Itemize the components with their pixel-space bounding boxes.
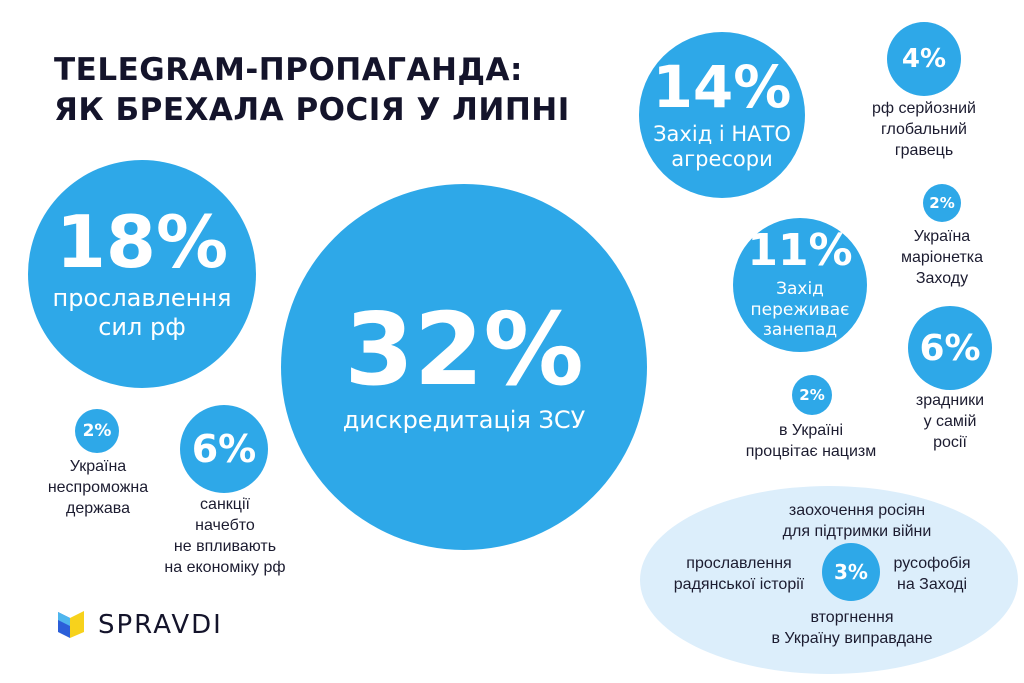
bubble-label: Захід переживає занепад xyxy=(750,279,850,341)
group-label-4: вторгнення в Україну виправдане xyxy=(771,609,933,647)
bubble-3: 14% Захід і НАТО агресори xyxy=(639,32,805,198)
bubble-4: 11% Захід переживає занепад xyxy=(733,218,867,352)
bubble-6: 6% xyxy=(908,306,992,390)
bubble-7: 4% xyxy=(887,22,961,96)
bubble-label: Україна неспроможна держава xyxy=(47,458,149,517)
title-line-1: TELEGRAM-ПРОПАГАНДА: xyxy=(54,52,523,88)
bubble-label: Україна маріонетка Заходу xyxy=(900,228,984,287)
bubble-label: прославлення сил рф xyxy=(52,284,232,341)
spravdi-logo: SPRAVDI xyxy=(56,608,223,642)
bubble-5: 6% xyxy=(180,405,268,493)
group-label-3: русофобія на Заході xyxy=(893,555,971,593)
group-label-2: прославлення радянської історії xyxy=(673,555,805,593)
bubble-value: 11% xyxy=(747,225,853,277)
bubble-value: 6% xyxy=(191,427,257,471)
bubble-value: 3% xyxy=(834,560,868,584)
bubble-value: 2% xyxy=(82,421,112,441)
bubble-value: 6% xyxy=(919,327,981,369)
bubble-2: 18% прославлення сил рф xyxy=(28,160,256,388)
bubble-value: 2% xyxy=(799,386,825,404)
bubble-11: 3% xyxy=(822,543,880,601)
bubble-label: в Україні процвітає нацизм xyxy=(745,422,877,460)
bubble-1: 32% дискредитація ЗСУ xyxy=(281,184,647,550)
bubble-label: дискредитація ЗСУ xyxy=(342,405,586,434)
page-title: TELEGRAM-ПРОПАГАНДА: ЯК БРЕХАЛА РОСІЯ У … xyxy=(54,50,570,130)
bubble-10: 2% xyxy=(792,375,832,415)
bubble-value: 32% xyxy=(344,290,584,408)
bubble-label: Захід і НАТО агресори xyxy=(653,121,791,171)
bubble-label: рф серйозний глобальний гравець xyxy=(871,100,976,159)
bubble-9: 2% xyxy=(923,184,961,222)
logo-text: SPRAVDI xyxy=(98,610,223,640)
bubble-value: 2% xyxy=(929,194,955,212)
spravdi-logo-icon xyxy=(58,611,84,638)
bubble-label: зрадники у самій росії xyxy=(915,392,985,451)
bubble-value: 4% xyxy=(901,44,947,74)
bubble-value: 14% xyxy=(652,52,792,121)
group-label-1: заохочення росіян для підтримки війни xyxy=(782,502,932,540)
title-line-2: ЯК БРЕХАЛА РОСІЯ У ЛИПНІ xyxy=(54,92,570,128)
bubble-value: 18% xyxy=(55,200,229,285)
bubble-label: санкції начебто не впливають на економіку р… xyxy=(164,496,286,576)
bubble-8: 2% xyxy=(75,409,119,453)
